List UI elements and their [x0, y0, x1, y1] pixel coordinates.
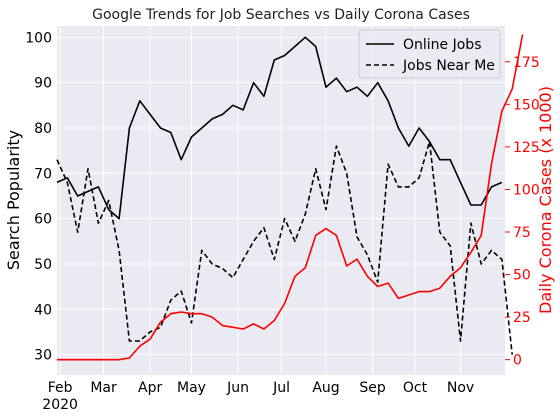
legend-box	[358, 29, 501, 79]
y-tick-label-right: 25	[513, 310, 531, 326]
y-tick-label-left: 90	[34, 76, 52, 92]
y-tick-label-left: 80	[34, 121, 52, 137]
right-axis-ticks: 0 25 50 75 100 125 150 175	[505, 55, 540, 369]
series-line-corona-cases	[57, 34, 524, 361]
x-tick-label: Aug	[312, 380, 339, 396]
legend: Online Jobs Jobs Near Me	[358, 29, 501, 79]
left-axis-ticks: 30 40 50 60 70 80 90 100	[25, 30, 52, 363]
x-tick-label: Apr	[138, 380, 162, 396]
y-tick-label-right: 175	[513, 55, 540, 71]
series-layer	[56, 34, 524, 361]
legend-label: Jobs Near Me	[402, 58, 495, 74]
y-tick-label-left: 30	[34, 348, 52, 364]
legend-label: Online Jobs	[403, 37, 481, 53]
y-axis-label-right: Daily Corona Cases (x 1000)	[536, 86, 555, 314]
y-axis-label-left: Search Popularity	[4, 130, 23, 270]
series-line-online-jobs	[56, 36, 503, 220]
y-tick-label-right: 0	[513, 353, 522, 369]
series-line-jobs-near-me	[56, 140, 513, 355]
x-tick-label: Nov	[447, 380, 474, 396]
y-tick-label-left: 60	[34, 212, 52, 228]
y-tick-label-left: 70	[34, 166, 52, 182]
y-tick-label-right: 75	[513, 225, 531, 241]
y-tick-label-right: 150	[513, 97, 540, 113]
chart-title: Google Trends for Job Searches vs Daily …	[92, 7, 470, 23]
grid	[57, 26, 505, 375]
y-tick-label-left: 100	[25, 30, 52, 46]
x-tick-label: Sep	[359, 380, 386, 396]
x-tick-label: Jun	[226, 380, 249, 396]
y-tick-label-right: 50	[513, 268, 531, 284]
x-tick-sublabel: 2020	[42, 397, 78, 413]
plot-area	[57, 26, 505, 375]
y-tick-label-right: 125	[513, 140, 540, 156]
y-tick-label-left: 50	[34, 257, 52, 273]
y-tick-label-left: 40	[34, 302, 52, 318]
x-tick-label: Feb	[48, 380, 73, 396]
x-tick-label: Jul	[272, 380, 290, 396]
x-tick-label: Oct	[403, 380, 428, 396]
x-tick-label: May	[177, 380, 206, 396]
y-tick-label-right: 100	[513, 182, 540, 198]
x-tick-label: Mar	[90, 380, 117, 396]
